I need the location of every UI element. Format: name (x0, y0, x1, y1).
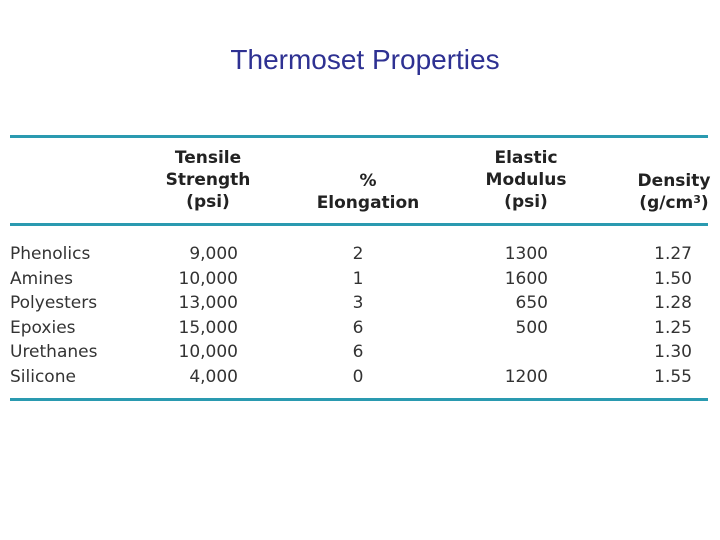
table-row: Polyesters 13,000 3 650 1.28 (10, 291, 710, 316)
table-row: Urethanes 10,000 6 1.30 (10, 340, 710, 365)
header-density-unit-post: ) (700, 193, 709, 213)
header-tensile-line-2: Strength (165, 170, 251, 190)
elongation-value: 6 (352, 342, 364, 363)
elongation-value: 0 (352, 366, 364, 387)
slide-title: Thermoset Properties (230, 44, 500, 75)
header-density-unit-sup: 3 (693, 193, 701, 206)
table-header-rule (10, 223, 708, 226)
tensile-value: 10,000 (178, 268, 238, 289)
table-row: Silicone 4,000 0 1200 1.55 (10, 365, 710, 390)
tensile-value: 13,000 (178, 293, 238, 314)
header-tensile-line-1: Tensile (174, 148, 242, 168)
header-tensile-strength: Tensile Strength (psi) (160, 147, 256, 213)
modulus-value: 500 (515, 317, 548, 338)
modulus-value: 1300 (504, 244, 548, 264)
density-value: 1.55 (654, 366, 692, 387)
table-row: Epoxies 15,000 6 500 1.25 (10, 316, 710, 341)
material-name: Epoxies (10, 317, 76, 338)
material-name: Urethanes (10, 342, 98, 363)
density-value: 1.50 (654, 268, 692, 289)
header-elongation-line-2: Elongation (316, 193, 420, 213)
material-name: Phenolics (10, 244, 91, 264)
material-name: Polyesters (10, 293, 98, 314)
header-tensile-line-3: (psi) (186, 192, 230, 212)
modulus-value: 1600 (504, 268, 548, 289)
header-modulus-line-1: Elastic (494, 148, 558, 168)
density-value: 1.28 (654, 293, 692, 314)
material-name: Silicone (10, 366, 76, 387)
header-modulus-line-2: Modulus (485, 170, 567, 190)
header-density: Density (g/cm3) (628, 170, 720, 214)
table-row: Phenolics 9,000 2 1300 1.27 (10, 242, 710, 267)
elongation-value: 6 (352, 317, 364, 338)
tensile-value: 9,000 (189, 244, 238, 264)
material-name: Amines (10, 268, 74, 289)
modulus-value: 1200 (504, 366, 548, 387)
header-elongation: % Elongation (310, 170, 426, 214)
elongation-value: 3 (352, 293, 364, 314)
table-row: Amines 10,000 1 1600 1.50 (10, 267, 710, 292)
properties-table: Phenolics 9,000 2 1300 1.27 Amines 10,00… (10, 242, 710, 390)
header-elastic-modulus: Elastic Modulus (psi) (476, 147, 576, 213)
tensile-value: 15,000 (178, 317, 238, 338)
modulus-value: 650 (515, 293, 548, 314)
table-top-rule (10, 135, 708, 138)
table-bottom-rule (10, 398, 708, 401)
elongation-value: 1 (352, 268, 364, 289)
header-elongation-line-1: % (359, 171, 377, 191)
tensile-value: 10,000 (178, 342, 238, 363)
header-density-line-2: (g/cm3) (628, 192, 720, 214)
header-modulus-line-3: (psi) (504, 192, 548, 212)
density-value: 1.30 (654, 342, 692, 363)
elongation-value: 2 (352, 244, 364, 264)
density-value: 1.27 (654, 244, 692, 264)
tensile-value: 4,000 (189, 366, 238, 387)
header-density-unit-pre: (g/cm (639, 193, 694, 213)
density-value: 1.25 (654, 317, 692, 338)
header-density-line-1: Density (637, 171, 711, 191)
